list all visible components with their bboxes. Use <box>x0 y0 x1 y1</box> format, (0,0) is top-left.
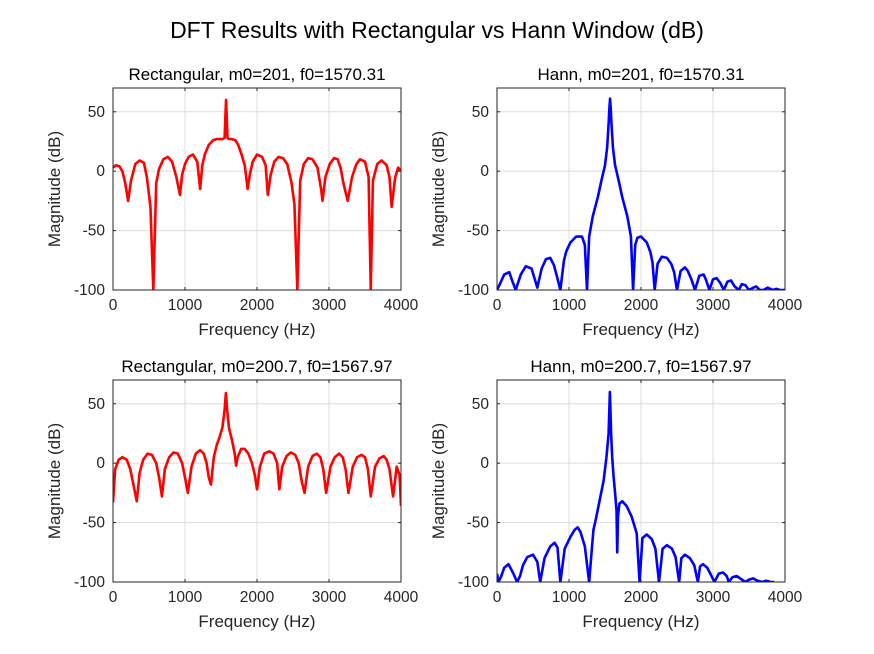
x-axis-label: Frequency (Hz) <box>582 612 699 631</box>
y-tick-label: -100 <box>74 282 105 299</box>
subplot-title: Rectangular, m0=201, f0=1570.31 <box>128 65 385 84</box>
y-tick-label: 50 <box>88 104 106 121</box>
x-axis-label: Frequency (Hz) <box>198 612 315 631</box>
subplot-title: Hann, m0=200.7, f0=1567.97 <box>530 357 751 376</box>
series-line <box>113 391 401 507</box>
x-tick-label: 2000 <box>240 589 275 606</box>
x-tick-label: 3000 <box>312 589 347 606</box>
x-tick-label: 2000 <box>624 589 659 606</box>
y-axis-label: Magnitude (dB) <box>45 131 64 247</box>
y-axis-label: Magnitude (dB) <box>429 423 448 539</box>
x-tick-label: 0 <box>109 589 118 606</box>
figure-title: DFT Results with Rectangular vs Hann Win… <box>170 17 704 43</box>
y-tick-label: 50 <box>472 396 490 413</box>
y-tick-label: 50 <box>88 396 106 413</box>
x-tick-label: 1000 <box>168 589 203 606</box>
x-tick-label: 1000 <box>168 297 203 314</box>
x-tick-label: 3000 <box>696 589 731 606</box>
x-tick-label: 0 <box>493 589 502 606</box>
series-line <box>497 390 775 582</box>
x-tick-label: 2000 <box>624 297 659 314</box>
series-line <box>113 98 401 290</box>
y-tick-label: -100 <box>458 282 489 299</box>
x-tick-label: 4000 <box>384 297 419 314</box>
y-tick-label: -100 <box>74 574 105 591</box>
x-tick-label: 3000 <box>696 297 731 314</box>
x-tick-label: 0 <box>109 297 118 314</box>
y-tick-label: -50 <box>83 223 106 240</box>
x-tick-label: 4000 <box>768 589 803 606</box>
y-tick-label: 0 <box>96 163 105 180</box>
y-tick-label: -50 <box>467 223 490 240</box>
y-tick-label: -50 <box>467 515 490 532</box>
x-tick-label: 1000 <box>552 297 587 314</box>
subplot-4: 0 1000 2000 3000 4000 -100 -50 0 50 Hann, m0=200.… <box>429 357 803 631</box>
y-tick-label: -50 <box>83 515 106 532</box>
x-tick-label: 2000 <box>240 297 275 314</box>
x-tick-label: 3000 <box>312 297 347 314</box>
subplot-title: Rectangular, m0=200.7, f0=1567.97 <box>121 357 392 376</box>
x-axis-label: Frequency (Hz) <box>582 320 699 339</box>
y-axis-label: Magnitude (dB) <box>45 423 64 539</box>
x-tick-label: 4000 <box>768 297 803 314</box>
y-tick-label: 0 <box>480 455 489 472</box>
x-tick-label: 1000 <box>552 589 587 606</box>
subplot-1: 0 1000 2000 3000 4000 -100 -50 0 50 Rectangular, … <box>45 65 419 339</box>
subplot-3: 0 1000 2000 3000 4000 -100 -50 0 50 Rectangular, … <box>45 357 419 631</box>
subplot-title: Hann, m0=201, f0=1570.31 <box>538 65 745 84</box>
series-line <box>497 97 785 290</box>
y-tick-label: 0 <box>480 163 489 180</box>
y-axis-label: Magnitude (dB) <box>429 131 448 247</box>
y-tick-label: 50 <box>472 104 490 121</box>
x-tick-label: 0 <box>493 297 502 314</box>
subplot-2: 0 1000 2000 3000 4000 -100 -50 0 50 Hann, m0=201,… <box>429 65 803 339</box>
x-axis-label: Frequency (Hz) <box>198 320 315 339</box>
y-tick-label: 0 <box>96 455 105 472</box>
y-tick-label: -100 <box>458 574 489 591</box>
x-tick-label: 4000 <box>384 589 419 606</box>
